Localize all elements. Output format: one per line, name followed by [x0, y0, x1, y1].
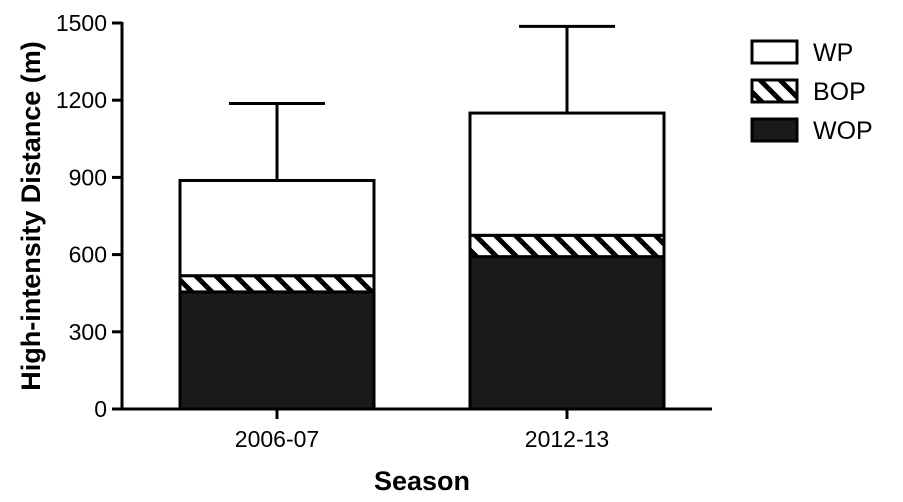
x-tick-label: 2006-07 [235, 426, 319, 452]
legend-label-wop: WOP [813, 117, 873, 145]
bars [178, 111, 666, 411]
axes: 0 300 600 900 1200 1500 2006-07 2012-13 [56, 10, 712, 452]
bar-segment-bop-2006-07 [178, 274, 376, 294]
bar-segment-wop-2012-13 [468, 255, 666, 411]
bar-segment-wp-2012-13 [468, 111, 666, 237]
x-tick-label: 2012-13 [525, 426, 609, 452]
legend-swatch-bop [750, 78, 799, 104]
y-axis-title: High-intensity Distance (m) [16, 41, 46, 391]
y-tick-label: 0 [94, 396, 107, 422]
y-tick-label: 900 [69, 164, 107, 190]
legend: WP BOP WOP [750, 39, 873, 145]
legend-swatch-wop [750, 117, 799, 143]
bar-segment-bop-2012-13 [468, 233, 666, 259]
bar-segment-wp-2006-07 [178, 178, 376, 278]
y-tick-label: 1200 [56, 87, 107, 113]
legend-label-bop: BOP [813, 78, 866, 106]
y-tick-label: 1500 [56, 10, 107, 36]
bar-segment-wop-2006-07 [178, 290, 376, 411]
legend-label-wp: WP [813, 39, 853, 67]
error-bars [229, 24, 615, 181]
y-tick-label: 600 [69, 242, 107, 268]
legend-swatch-wp [750, 39, 799, 65]
x-axis-title: Season [374, 466, 470, 496]
y-tick-label: 300 [69, 319, 107, 345]
